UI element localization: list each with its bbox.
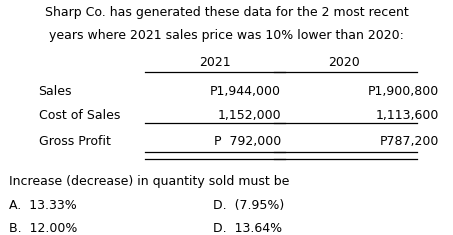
Text: D.  13.64%: D. 13.64% — [213, 222, 282, 235]
Text: Cost of Sales: Cost of Sales — [39, 109, 120, 122]
Text: A.  13.33%: A. 13.33% — [9, 199, 77, 212]
Text: Sales: Sales — [39, 85, 72, 98]
Text: 2021: 2021 — [199, 56, 231, 69]
Text: D.  (7.95%): D. (7.95%) — [213, 199, 284, 212]
Text: P1,900,800: P1,900,800 — [368, 85, 439, 98]
Text: 2020: 2020 — [328, 56, 360, 69]
Text: years where 2021 sales price was 10% lower than 2020:: years where 2021 sales price was 10% low… — [49, 29, 404, 42]
Text: P1,944,000: P1,944,000 — [210, 85, 281, 98]
Text: Sharp Co. has generated these data for the 2 most recent: Sharp Co. has generated these data for t… — [45, 6, 408, 19]
Text: P  792,000: P 792,000 — [214, 135, 281, 148]
Text: 1,152,000: 1,152,000 — [217, 109, 281, 122]
Text: B.  12.00%: B. 12.00% — [9, 222, 77, 235]
Text: P787,200: P787,200 — [380, 135, 439, 148]
Text: Increase (decrease) in quantity sold must be: Increase (decrease) in quantity sold mus… — [9, 175, 289, 188]
Text: Gross Profit: Gross Profit — [39, 135, 111, 148]
Text: 1,113,600: 1,113,600 — [376, 109, 439, 122]
